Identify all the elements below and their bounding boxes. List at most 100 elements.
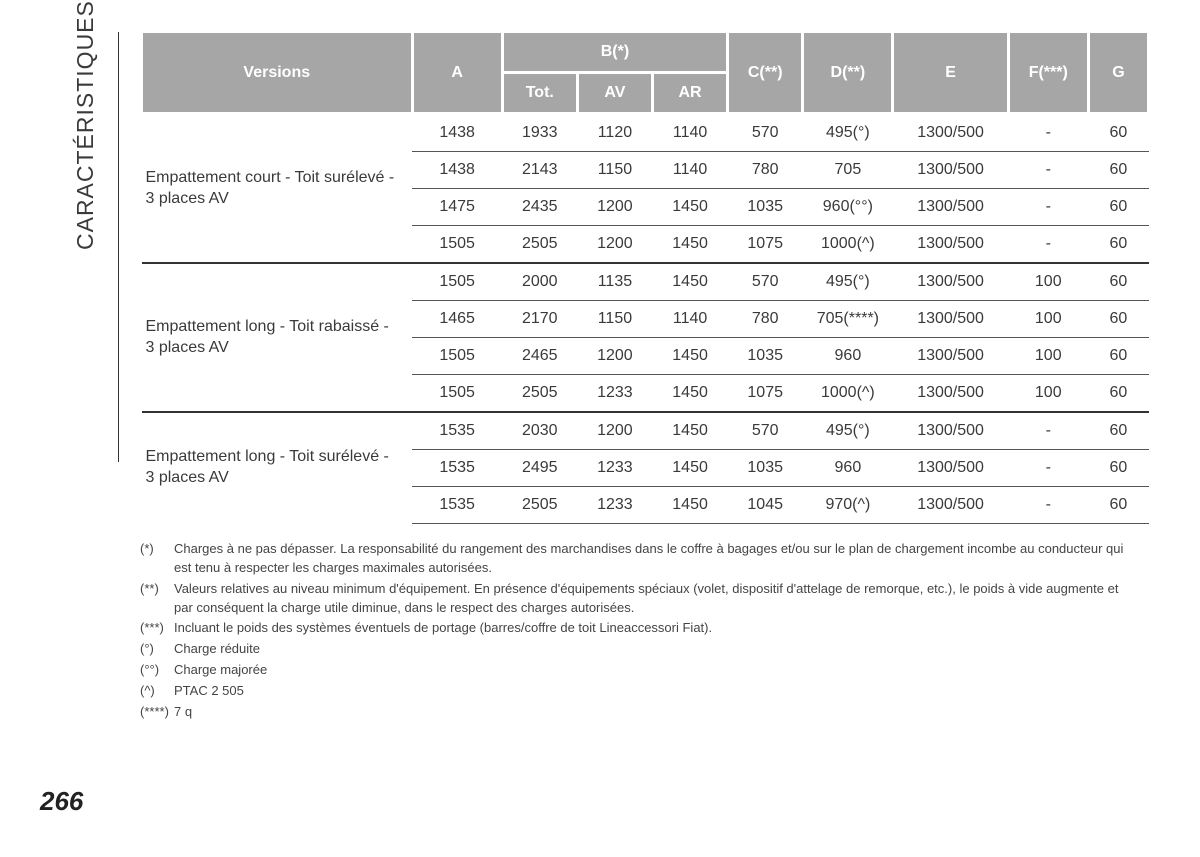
cell-AV: 1200 — [577, 412, 652, 450]
cell-F: - — [1008, 189, 1088, 226]
cell-AR: 1140 — [652, 301, 727, 338]
cell-C: 570 — [728, 263, 803, 301]
cell-AR: 1450 — [652, 189, 727, 226]
cell-E: 1300/500 — [893, 375, 1008, 413]
cell-F: 100 — [1008, 301, 1088, 338]
cell-AV: 1150 — [577, 301, 652, 338]
cell-Tot: 2495 — [502, 450, 577, 487]
cell-G: 60 — [1088, 487, 1148, 524]
cell-E: 1300/500 — [893, 487, 1008, 524]
cell-D: 495(°) — [803, 263, 893, 301]
cell-AV: 1233 — [577, 450, 652, 487]
cell-Tot: 2000 — [502, 263, 577, 301]
cell-F: - — [1008, 114, 1088, 152]
footnote-text: Charges à ne pas dépasser. La responsabi… — [174, 540, 1130, 578]
cell-AV: 1150 — [577, 152, 652, 189]
th-C: C(**) — [728, 32, 803, 114]
cell-G: 60 — [1088, 189, 1148, 226]
cell-AR: 1450 — [652, 226, 727, 264]
cell-Tot: 2505 — [502, 487, 577, 524]
cell-D: 705 — [803, 152, 893, 189]
cell-E: 1300/500 — [893, 114, 1008, 152]
cell-C: 1035 — [728, 338, 803, 375]
footnote: (^)PTAC 2 505 — [140, 682, 1130, 701]
th-AR: AR — [652, 73, 727, 114]
cell-D: 1000(^) — [803, 375, 893, 413]
cell-C: 1075 — [728, 375, 803, 413]
cell-Tot: 2505 — [502, 375, 577, 413]
cell-Tot: 2170 — [502, 301, 577, 338]
footnotes: (*)Charges à ne pas dépasser. La respons… — [140, 540, 1130, 722]
footnote-text: Charge réduite — [174, 640, 260, 659]
cell-E: 1300/500 — [893, 152, 1008, 189]
cell-AV: 1135 — [577, 263, 652, 301]
cell-F: 100 — [1008, 375, 1088, 413]
cell-AR: 1450 — [652, 487, 727, 524]
cell-C: 1075 — [728, 226, 803, 264]
cell-Tot: 2030 — [502, 412, 577, 450]
cell-E: 1300/500 — [893, 338, 1008, 375]
footnote-mark: (***) — [140, 619, 174, 638]
cell-G: 60 — [1088, 338, 1148, 375]
footnote: (°)Charge réduite — [140, 640, 1130, 659]
cell-AR: 1450 — [652, 412, 727, 450]
cell-A: 1475 — [412, 189, 502, 226]
footnote-mark: (****) — [140, 703, 174, 722]
th-B: B(*) — [502, 32, 727, 73]
cell-A: 1505 — [412, 263, 502, 301]
cell-A: 1535 — [412, 450, 502, 487]
cell-Tot: 2465 — [502, 338, 577, 375]
cell-A: 1505 — [412, 338, 502, 375]
cell-D: 1000(^) — [803, 226, 893, 264]
cell-Tot: 2505 — [502, 226, 577, 264]
cell-AR: 1140 — [652, 152, 727, 189]
th-Tot: Tot. — [502, 73, 577, 114]
spec-table-body: Empattement court - Toit surélevé - 3 pl… — [142, 114, 1149, 524]
footnote-mark: (°) — [140, 640, 174, 659]
cell-G: 60 — [1088, 263, 1148, 301]
cell-G: 60 — [1088, 375, 1148, 413]
footnote: (****)7 q — [140, 703, 1130, 722]
footnote: (°°)Charge majorée — [140, 661, 1130, 680]
footnote: (**)Valeurs relatives au niveau minimum … — [140, 580, 1130, 618]
cell-AR: 1450 — [652, 450, 727, 487]
cell-Tot: 2143 — [502, 152, 577, 189]
cell-F: - — [1008, 226, 1088, 264]
th-AV: AV — [577, 73, 652, 114]
cell-C: 1045 — [728, 487, 803, 524]
footnote-mark: (**) — [140, 580, 174, 618]
th-D: D(**) — [803, 32, 893, 114]
cell-D: 705(****) — [803, 301, 893, 338]
spec-table-wrap: Versions A B(*) C(**) D(**) E F(***) G T… — [140, 30, 1150, 524]
cell-C: 570 — [728, 114, 803, 152]
sidebar-rule — [118, 32, 119, 462]
cell-A: 1438 — [412, 114, 502, 152]
cell-A: 1535 — [412, 412, 502, 450]
cell-A: 1535 — [412, 487, 502, 524]
spec-table: Versions A B(*) C(**) D(**) E F(***) G T… — [140, 30, 1150, 524]
cell-E: 1300/500 — [893, 263, 1008, 301]
cell-C: 780 — [728, 152, 803, 189]
footnote-text: Incluant le poids des systèmes éventuels… — [174, 619, 712, 638]
th-versions: Versions — [142, 32, 413, 114]
cell-C: 1035 — [728, 189, 803, 226]
th-A: A — [412, 32, 502, 114]
cell-F: - — [1008, 487, 1088, 524]
cell-D: 495(°) — [803, 114, 893, 152]
footnote-mark: (°°) — [140, 661, 174, 680]
cell-G: 60 — [1088, 412, 1148, 450]
cell-F: - — [1008, 412, 1088, 450]
cell-A: 1465 — [412, 301, 502, 338]
cell-E: 1300/500 — [893, 301, 1008, 338]
version-label: Empattement court - Toit surélevé - 3 pl… — [142, 114, 413, 264]
cell-C: 780 — [728, 301, 803, 338]
section-title-vertical: CARACTÉRISTIQUES TECHNIQUES — [72, 0, 99, 250]
cell-C: 570 — [728, 412, 803, 450]
cell-AR: 1450 — [652, 263, 727, 301]
cell-AR: 1140 — [652, 114, 727, 152]
cell-AV: 1200 — [577, 226, 652, 264]
cell-D: 960(°°) — [803, 189, 893, 226]
cell-G: 60 — [1088, 226, 1148, 264]
cell-G: 60 — [1088, 114, 1148, 152]
cell-D: 960 — [803, 338, 893, 375]
